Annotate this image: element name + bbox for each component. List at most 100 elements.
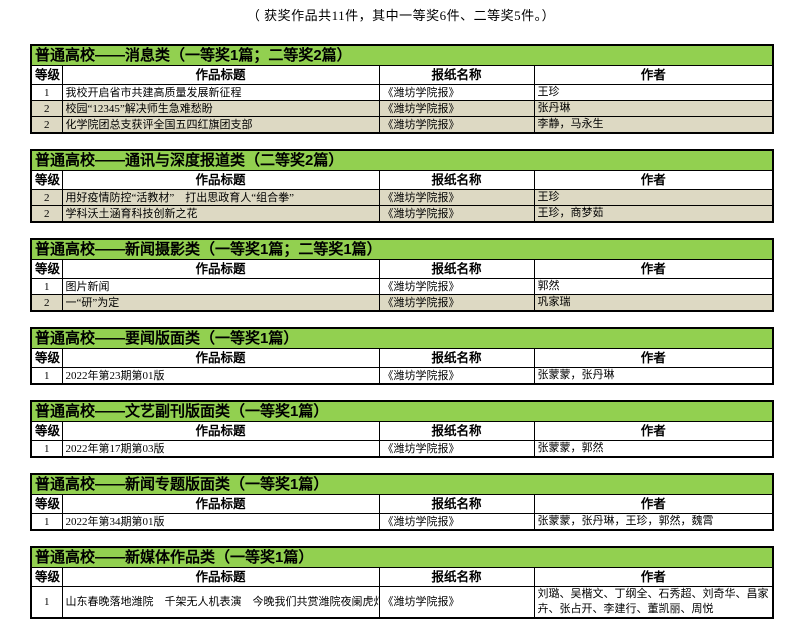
award-section-table: 普通高校——消息类（一等奖1篇；二等奖2篇） 等级 作品标题 报纸名称 作者 1… [30, 44, 774, 134]
col-header-work: 作品标题 [61, 494, 380, 514]
grade-cell: 2 [30, 100, 63, 117]
col-header-author: 作者 [533, 170, 774, 190]
grade-cell: 1 [30, 513, 63, 531]
table-row: 1 图片新闻 《潍坊学院报》 郭然 [30, 278, 774, 295]
authors-cell: 王珍 [533, 189, 774, 206]
table-row: 2 学科沃土涵育科技创新之花 《潍坊学院报》 王珍，商梦茹 [30, 205, 774, 223]
section-title: 普通高校——消息类（一等奖1篇；二等奖2篇） [30, 44, 774, 66]
authors-cell: 巩家瑞 [533, 294, 774, 312]
col-header-paper: 报纸名称 [378, 421, 535, 441]
section-title-row: 普通高校——新闻摄影类（一等奖1篇；二等奖1篇） [30, 238, 774, 260]
work-title-cell: 图片新闻 [61, 278, 380, 295]
work-title-cell: 我校开启省市共建高质量发展新征程 [61, 84, 380, 101]
paper-name-cell: 《潍坊学院报》 [378, 367, 535, 385]
paper-name-cell: 《潍坊学院报》 [378, 586, 535, 619]
award-section-table: 普通高校——通讯与深度报道类（二等奖2篇） 等级 作品标题 报纸名称 作者 2 … [30, 149, 775, 223]
col-header-author: 作者 [533, 348, 774, 368]
column-header-row: 等级 作品标题 报纸名称 作者 [30, 494, 774, 514]
section-title: 普通高校——要闻版面类（一等奖1篇） [30, 327, 774, 349]
column-header-row: 等级 作品标题 报纸名称 作者 [30, 421, 774, 441]
work-title-cell: 山东春晚落地潍院 千架无人机表演 今晚我们共赏潍院夜阑虎灯势 [61, 586, 380, 619]
table-row: 2 化学院团总支获评全国五四红旗团支部 《潍坊学院报》 李静，马永生 [30, 116, 774, 134]
authors-cell: 张丹琳 [533, 100, 774, 117]
paper-name-cell: 《潍坊学院报》 [378, 189, 535, 206]
column-header-row: 等级 作品标题 报纸名称 作者 [30, 170, 774, 190]
grade-cell: 1 [30, 440, 63, 458]
col-header-paper: 报纸名称 [378, 259, 535, 279]
paper-name-cell: 《潍坊学院报》 [378, 513, 535, 531]
awards-summary-caption: （ 获奖作品共11件，其中一等奖6件、二等奖5件。） [246, 8, 556, 23]
paper-name-cell: 《潍坊学院报》 [378, 278, 535, 295]
col-header-grade: 等级 [30, 259, 63, 279]
column-header-row: 等级 作品标题 报纸名称 作者 [30, 567, 774, 587]
section-title-row: 普通高校——新媒体作品类（一等奖1篇） [30, 546, 774, 568]
col-header-work: 作品标题 [61, 567, 380, 587]
award-section-table: 普通高校——新媒体作品类（一等奖1篇） 等级 作品标题 报纸名称 作者 1 山东… [30, 546, 775, 619]
table-row: 1 我校开启省市共建高质量发展新征程 《潍坊学院报》 王珍 [30, 84, 774, 101]
section-title-row: 普通高校——要闻版面类（一等奖1篇） [30, 327, 774, 349]
col-header-author: 作者 [533, 494, 774, 514]
col-header-author: 作者 [533, 259, 774, 279]
grade-cell: 2 [30, 205, 63, 223]
grade-cell: 1 [30, 367, 63, 385]
col-header-grade: 等级 [30, 494, 63, 514]
section-title: 普通高校——新闻摄影类（一等奖1篇；二等奖1篇） [30, 238, 774, 260]
col-header-grade: 等级 [30, 65, 63, 85]
section-title-row: 普通高校——新闻专题版面类（一等奖1篇） [30, 473, 774, 495]
grade-cell: 1 [30, 278, 63, 295]
authors-cell: 郭然 [533, 278, 774, 295]
table-row: 2 用好疫情防控“活教材” 打出思政育人“组合拳” 《潍坊学院报》 王珍 [30, 189, 774, 206]
work-title-cell: 2022年第34期第01版 [61, 513, 380, 531]
section-title: 普通高校——通讯与深度报道类（二等奖2篇） [30, 149, 774, 171]
table-row: 2 校园“12345”解决师生急难愁盼 《潍坊学院报》 张丹琳 [30, 100, 774, 117]
col-header-paper: 报纸名称 [378, 494, 535, 514]
work-title-cell: 一“研”为定 [61, 294, 380, 312]
paper-name-cell: 《潍坊学院报》 [378, 84, 535, 101]
award-section-table: 普通高校——新闻专题版面类（一等奖1篇） 等级 作品标题 报纸名称 作者 1 2… [30, 473, 775, 531]
grade-cell: 1 [30, 586, 63, 619]
work-title-cell: 校园“12345”解决师生急难愁盼 [61, 100, 380, 117]
work-title-cell: 用好疫情防控“活教材” 打出思政育人“组合拳” [61, 189, 380, 206]
section-title: 普通高校——新闻专题版面类（一等奖1篇） [30, 473, 774, 495]
paper-name-cell: 《潍坊学院报》 [378, 116, 535, 134]
section-title-row: 普通高校——通讯与深度报道类（二等奖2篇） [30, 149, 774, 171]
col-header-work: 作品标题 [61, 421, 380, 441]
col-header-work: 作品标题 [61, 170, 380, 190]
col-header-paper: 报纸名称 [378, 348, 535, 368]
work-title-cell: 2022年第17期第03版 [61, 440, 380, 458]
col-header-grade: 等级 [30, 567, 63, 587]
authors-cell: 王珍 [533, 84, 774, 101]
col-header-grade: 等级 [30, 348, 63, 368]
column-header-row: 等级 作品标题 报纸名称 作者 [30, 259, 774, 279]
paper-name-cell: 《潍坊学院报》 [378, 294, 535, 312]
paper-name-cell: 《潍坊学院报》 [378, 100, 535, 117]
section-title: 普通高校——新媒体作品类（一等奖1篇） [30, 546, 774, 568]
grade-cell: 1 [30, 84, 63, 101]
work-title-cell: 学科沃土涵育科技创新之花 [61, 205, 380, 223]
table-row: 1 山东春晚落地潍院 千架无人机表演 今晚我们共赏潍院夜阑虎灯势 《潍坊学院报》… [30, 586, 774, 619]
authors-cell: 王珍，商梦茹 [533, 205, 774, 223]
column-header-row: 等级 作品标题 报纸名称 作者 [30, 65, 774, 85]
col-header-author: 作者 [533, 567, 774, 587]
col-header-author: 作者 [533, 421, 774, 441]
work-title-cell: 化学院团总支获评全国五四红旗团支部 [61, 116, 380, 134]
col-header-grade: 等级 [30, 170, 63, 190]
award-section-table: 普通高校——新闻摄影类（一等奖1篇；二等奖1篇） 等级 作品标题 报纸名称 作者… [30, 238, 774, 312]
table-row: 1 2022年第17期第03版 《潍坊学院报》 张蒙蒙，郭然 [30, 440, 774, 458]
grade-cell: 2 [30, 294, 63, 312]
col-header-work: 作品标题 [61, 348, 380, 368]
col-header-paper: 报纸名称 [378, 170, 535, 190]
section-title: 普通高校——文艺副刊版面类（一等奖1篇） [30, 400, 774, 422]
col-header-paper: 报纸名称 [378, 65, 535, 85]
paper-name-cell: 《潍坊学院报》 [378, 205, 535, 223]
paper-name-cell: 《潍坊学院报》 [378, 440, 535, 458]
grade-cell: 2 [30, 189, 63, 206]
work-title-cell: 2022年第23期第01版 [61, 367, 380, 385]
award-sections-container: 普通高校——消息类（一等奖1篇；二等奖2篇） 等级 作品标题 报纸名称 作者 1… [30, 44, 775, 619]
col-header-grade: 等级 [30, 421, 63, 441]
col-header-work: 作品标题 [61, 65, 380, 85]
column-header-row: 等级 作品标题 报纸名称 作者 [30, 348, 774, 368]
table-row: 1 2022年第34期第01版 《潍坊学院报》 张蒙蒙，张丹琳，王珍，郭然，魏霄 [30, 513, 774, 531]
authors-cell: 张蒙蒙，郭然 [533, 440, 774, 458]
table-row: 1 2022年第23期第01版 《潍坊学院报》 张蒙蒙，张丹琳 [30, 367, 774, 385]
